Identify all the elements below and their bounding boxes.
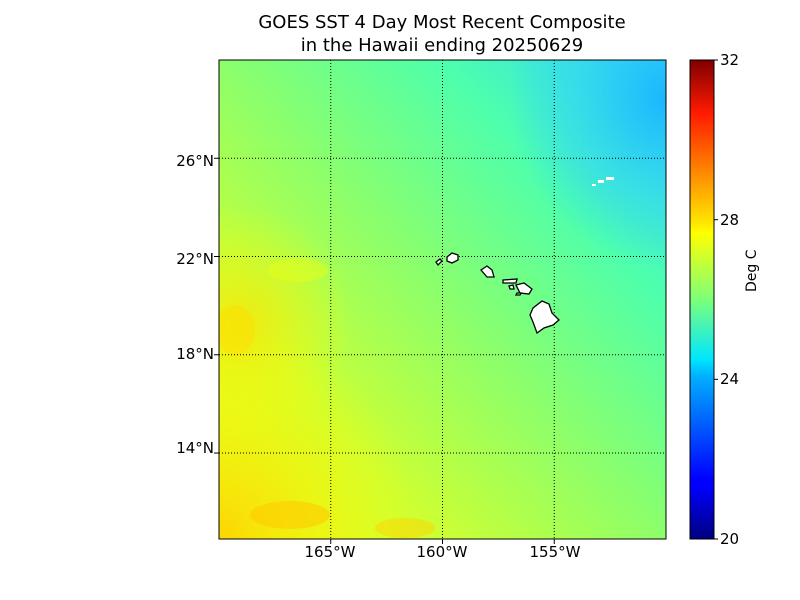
island-hawaii: [529, 300, 560, 335]
axis-ticks: [214, 157, 555, 544]
island-molokai: [502, 278, 518, 284]
colorbar-tick-28: 28: [720, 211, 740, 229]
graticule: [219, 60, 666, 539]
island-maui: [515, 282, 533, 295]
island-lanai: [508, 284, 515, 290]
map-title-line-1: GOES SST 4 Day Most Recent Composite: [258, 12, 626, 33]
island-kahoolawe: [514, 292, 523, 296]
lat-label-26n: 26°N: [176, 152, 214, 170]
lon-label-155w: 155°W: [529, 543, 581, 561]
lat-label-22n: 22°N: [176, 250, 214, 268]
colorbar-label: Deg C: [744, 249, 760, 292]
island-niihau: [435, 258, 443, 267]
lon-label-160w: 160°W: [416, 543, 468, 561]
colorbar-tick-32: 32: [720, 51, 740, 69]
lon-label-165w: 165°W: [304, 543, 356, 561]
lat-label-14n: 14°N: [176, 439, 214, 457]
colorbar: [690, 60, 714, 539]
map-title-line-2: in the Hawaii ending 20250629: [300, 35, 584, 56]
island-oahu: [480, 265, 495, 278]
sst-field: [219, 60, 666, 539]
lat-label-18n: 18°N: [176, 345, 214, 363]
colorbar-tick-24: 24: [720, 370, 740, 388]
hawaiian-islands: [435, 252, 560, 335]
colorbar-tick-20: 20: [720, 530, 740, 548]
colorbar-frame: [689, 59, 715, 540]
island-kauai: [446, 252, 459, 264]
colorbar-ticks: [714, 59, 718, 540]
